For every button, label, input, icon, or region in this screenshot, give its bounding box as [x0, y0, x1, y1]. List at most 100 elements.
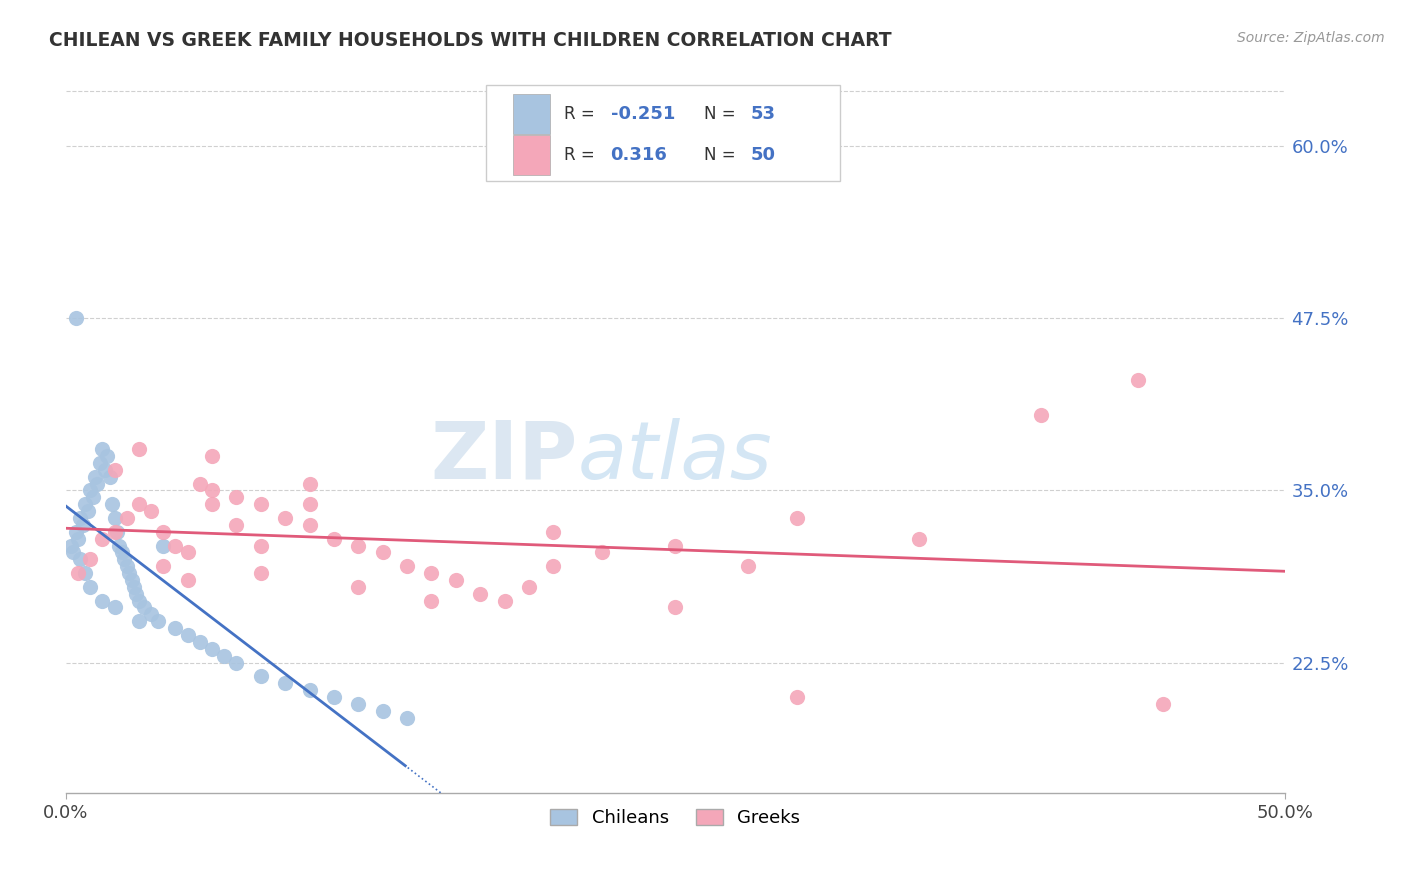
- Point: [201, 449, 224, 463]
- Point: [128, 593, 150, 607]
- Point: [66, 566, 89, 580]
- Point: [470, 587, 492, 601]
- Point: [274, 676, 297, 690]
- FancyBboxPatch shape: [513, 136, 550, 175]
- Point: [111, 545, 134, 559]
- Point: [103, 511, 125, 525]
- Point: [122, 580, 145, 594]
- Point: [98, 469, 121, 483]
- Point: [188, 476, 211, 491]
- Point: [249, 539, 271, 553]
- Point: [420, 593, 443, 607]
- Point: [274, 511, 297, 525]
- Point: [737, 559, 759, 574]
- Text: atlas: atlas: [578, 417, 772, 496]
- Point: [165, 621, 187, 635]
- Point: [322, 532, 344, 546]
- Point: [105, 524, 128, 539]
- Point: [298, 497, 321, 511]
- Text: 0.316: 0.316: [610, 146, 668, 164]
- Point: [225, 517, 247, 532]
- Point: [65, 311, 87, 326]
- Point: [225, 491, 247, 505]
- Point: [79, 483, 101, 498]
- Point: [152, 539, 174, 553]
- Text: 53: 53: [751, 105, 776, 123]
- Point: [91, 442, 114, 457]
- Point: [108, 539, 131, 553]
- Point: [298, 517, 321, 532]
- Point: [89, 456, 111, 470]
- FancyBboxPatch shape: [513, 95, 550, 134]
- Point: [103, 463, 125, 477]
- Point: [371, 545, 394, 559]
- Point: [59, 539, 82, 553]
- Point: [396, 711, 419, 725]
- Point: [84, 469, 107, 483]
- Point: [444, 573, 467, 587]
- Point: [96, 449, 118, 463]
- Text: N =: N =: [704, 105, 735, 123]
- Text: R =: R =: [564, 105, 595, 123]
- Point: [128, 442, 150, 457]
- Point: [125, 587, 148, 601]
- Point: [212, 648, 235, 663]
- Point: [128, 497, 150, 511]
- Point: [517, 580, 540, 594]
- Point: [128, 614, 150, 628]
- Point: [664, 539, 686, 553]
- Point: [1152, 697, 1174, 711]
- Point: [72, 517, 94, 532]
- Point: [201, 641, 224, 656]
- Point: [115, 559, 138, 574]
- Point: [347, 580, 370, 594]
- Point: [91, 532, 114, 546]
- Text: Source: ZipAtlas.com: Source: ZipAtlas.com: [1237, 31, 1385, 45]
- Point: [76, 504, 98, 518]
- Point: [347, 539, 370, 553]
- Point: [420, 566, 443, 580]
- Text: 50: 50: [751, 146, 776, 164]
- Point: [69, 511, 91, 525]
- Point: [69, 552, 91, 566]
- Point: [249, 566, 271, 580]
- Point: [121, 573, 143, 587]
- Point: [79, 552, 101, 566]
- Point: [139, 607, 162, 622]
- Point: [249, 497, 271, 511]
- Point: [82, 491, 104, 505]
- Point: [103, 524, 125, 539]
- Point: [86, 476, 108, 491]
- Point: [103, 600, 125, 615]
- Point: [176, 628, 198, 642]
- Point: [118, 566, 141, 580]
- Point: [298, 476, 321, 491]
- Point: [543, 559, 565, 574]
- Point: [148, 614, 170, 628]
- Point: [75, 566, 97, 580]
- Text: -0.251: -0.251: [610, 105, 675, 123]
- Point: [66, 532, 89, 546]
- Point: [225, 656, 247, 670]
- Point: [1029, 408, 1052, 422]
- Point: [62, 545, 84, 559]
- Point: [786, 511, 808, 525]
- Point: [91, 593, 114, 607]
- Text: ZIP: ZIP: [430, 417, 578, 496]
- Text: CHILEAN VS GREEK FAMILY HOUSEHOLDS WITH CHILDREN CORRELATION CHART: CHILEAN VS GREEK FAMILY HOUSEHOLDS WITH …: [49, 31, 891, 50]
- Point: [112, 552, 135, 566]
- Point: [201, 483, 224, 498]
- Point: [347, 697, 370, 711]
- Point: [101, 497, 124, 511]
- Point: [249, 669, 271, 683]
- Point: [396, 559, 419, 574]
- Legend: Chileans, Greeks: Chileans, Greeks: [543, 802, 807, 834]
- Point: [664, 600, 686, 615]
- Point: [322, 690, 344, 704]
- Point: [543, 524, 565, 539]
- Point: [79, 580, 101, 594]
- Point: [176, 573, 198, 587]
- Point: [786, 690, 808, 704]
- Point: [371, 704, 394, 718]
- Point: [152, 559, 174, 574]
